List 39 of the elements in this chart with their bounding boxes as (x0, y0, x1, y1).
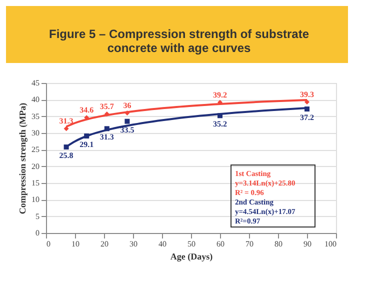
data-label: 34.6 (80, 106, 94, 115)
x-tick-label: 0 (46, 240, 50, 248)
y-axis-title: Compression strength (MPa) (18, 102, 28, 214)
x-tick-label: 30 (130, 240, 138, 248)
point (124, 118, 130, 124)
y-tick-label: 5 (36, 212, 40, 221)
data-label: 29.1 (80, 140, 94, 149)
x-tick-label: 20 (100, 240, 108, 248)
y-tick-label: 15 (32, 178, 40, 188)
data-label: 33.5 (120, 125, 134, 134)
x-axis-title: Age (Days) (170, 252, 213, 262)
y-tick-label: 25 (32, 145, 40, 154)
data-label: 37.2 (300, 113, 314, 122)
y-tick-label: 45 (32, 78, 40, 88)
x-tick-label: 90 (304, 240, 312, 248)
data-label: 35.2 (213, 120, 227, 129)
data-label: 39.2 (213, 90, 227, 100)
data-label: 31.3 (100, 132, 114, 142)
x-tick-label: 70 (246, 240, 254, 248)
x-tick-label: 60 (216, 240, 224, 248)
y-tick-label: 30 (32, 128, 40, 138)
chart-title: Figure 5 – Compression strength of substrate concrete with age curves (48, 27, 310, 55)
x-tick-label: 40 (158, 240, 166, 248)
x-tick-label: 50 (188, 240, 196, 248)
y-tick-label: 10 (32, 195, 40, 204)
y-tick-label: 20 (32, 162, 40, 171)
y-tick-label: 0 (36, 228, 40, 238)
y-tick-label: 40 (32, 95, 40, 104)
x-tick-label: 80 (274, 240, 282, 248)
y-tick-label: 35 (32, 112, 40, 121)
data-label: 31.3 (59, 116, 74, 126)
point (304, 100, 310, 104)
data-label: 35.7 (100, 102, 114, 111)
x-tick-label: 10 (72, 240, 80, 248)
data-label: 39.3 (300, 90, 314, 99)
point (64, 126, 69, 132)
x-tick-label: 100 (324, 240, 336, 248)
data-label: 25.8 (59, 151, 74, 160)
data-label: 36 (123, 101, 132, 110)
